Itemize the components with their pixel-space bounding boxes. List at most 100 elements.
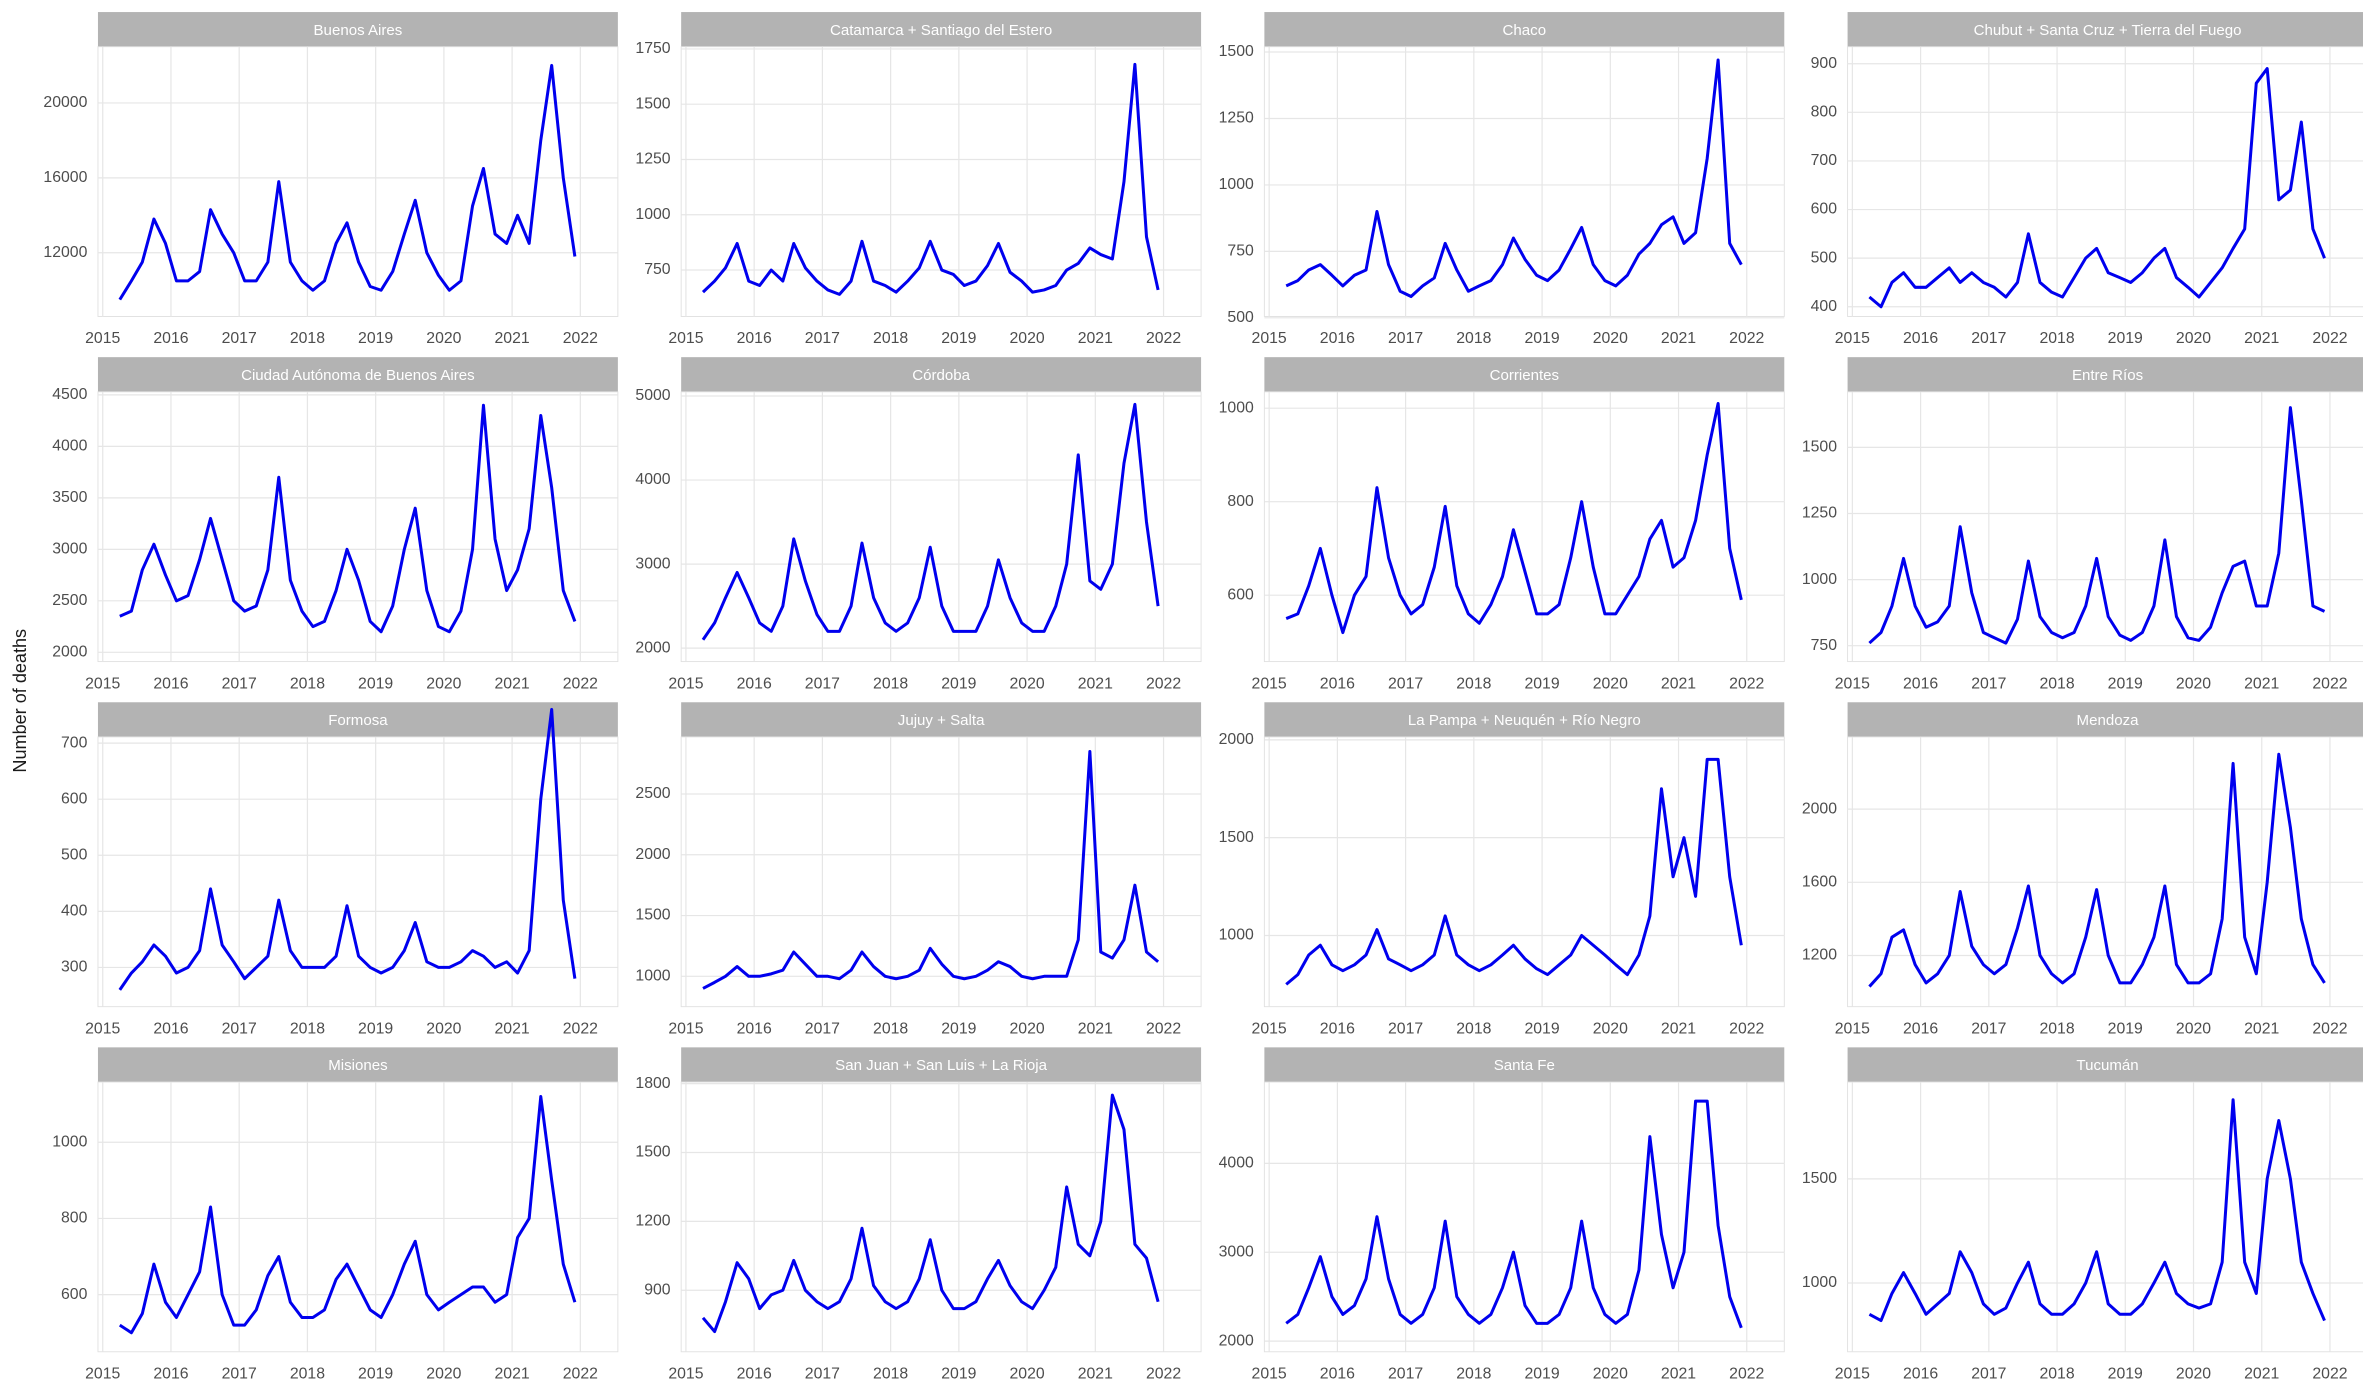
x-tick-label: 2015 <box>668 330 703 347</box>
x-tick-label: 2022 <box>1729 675 1764 692</box>
y-tick-label: 4000 <box>52 438 87 455</box>
x-tick-label: 2022 <box>1729 330 1764 347</box>
x-tick-label: 2016 <box>737 1020 772 1037</box>
x-tick-label: 2015 <box>1835 330 1870 347</box>
x-tick-label: 2016 <box>153 1020 188 1037</box>
x-tick-label: 2022 <box>2312 1366 2347 1383</box>
panel-border <box>1263 46 1785 317</box>
panel-border <box>1847 736 2363 1008</box>
y-tick-label: 750 <box>1227 243 1254 260</box>
x-tick-label: 2018 <box>1456 1020 1491 1037</box>
x-tick-label: 2020 <box>1009 1020 1044 1037</box>
x-tick-label: 2018 <box>1456 675 1491 692</box>
x-tick-label: 2016 <box>153 675 188 692</box>
x-tick-label: 2018 <box>873 330 908 347</box>
strip-title: Buenos Aires <box>314 22 403 39</box>
x-tick-label: 2022 <box>1146 675 1181 692</box>
y-tick-label: 1200 <box>1802 947 1837 964</box>
strip <box>1264 12 1785 47</box>
x-tick-label: 2017 <box>222 330 257 347</box>
data-line <box>119 403 577 634</box>
x-tick-label: 2015 <box>1835 1020 1870 1037</box>
x-tick-label: 2017 <box>1388 675 1423 692</box>
x-tick-label: 2019 <box>2108 330 2143 347</box>
panel-border <box>97 736 619 1008</box>
panel-border <box>97 1081 619 1353</box>
y-tick-label: 1500 <box>635 1144 670 1161</box>
x-tick-label: 2022 <box>1146 330 1181 347</box>
x-tick-label: 2017 <box>222 675 257 692</box>
x-tick-label: 2020 <box>2176 1020 2211 1037</box>
x-tick-label: 2020 <box>426 675 461 692</box>
x-tick-label: 2018 <box>2039 1020 2074 1037</box>
y-tick-label: 800 <box>1227 493 1254 510</box>
x-tick-label: 2021 <box>1078 1020 1113 1037</box>
x-tick-label: 2020 <box>1593 330 1628 347</box>
y-tick-label: 600 <box>61 1286 88 1303</box>
x-tick-label: 2015 <box>1252 330 1287 347</box>
x-tick-label: 2018 <box>290 330 325 347</box>
plot-area: Number of deaths Buenos Aires 2015 2016 201… <box>10 12 2363 1383</box>
x-tick-label: 2021 <box>1661 1020 1696 1037</box>
x-tick-label: 2017 <box>805 1020 840 1037</box>
panel-border <box>1847 1081 2363 1353</box>
strip <box>681 702 1202 737</box>
y-tick-label: 1500 <box>1219 829 1254 846</box>
x-tick-label: 2018 <box>1456 330 1491 347</box>
y-tick-label: 1200 <box>635 1213 670 1230</box>
x-tick-label: 2017 <box>805 330 840 347</box>
x-tick-label: 2022 <box>563 675 598 692</box>
x-tick-label: 2021 <box>495 330 530 347</box>
x-tick-label: 2019 <box>1524 675 1559 692</box>
y-tick-label: 20000 <box>43 94 87 111</box>
y-tick-label: 5000 <box>635 387 670 404</box>
x-tick-label: 2022 <box>1729 1020 1764 1037</box>
x-tick-label: 2016 <box>737 330 772 347</box>
y-tick-label: 800 <box>61 1210 88 1227</box>
x-tick-label: 2021 <box>1078 1366 1113 1383</box>
strip-title: Tucumán <box>2076 1057 2138 1074</box>
x-tick-label: 2016 <box>1320 675 1355 692</box>
y-tick-label: 2000 <box>635 846 670 863</box>
x-tick-label: 2020 <box>1593 1366 1628 1383</box>
data-line <box>1868 406 2326 645</box>
y-tick-label: 1000 <box>1219 927 1254 944</box>
y-tick-label: 3000 <box>635 555 670 572</box>
x-tick-label: 2021 <box>1661 1366 1696 1383</box>
x-tick-label: 2016 <box>1320 1366 1355 1383</box>
panel-border <box>1263 736 1785 1008</box>
x-tick-label: 2019 <box>358 330 393 347</box>
x-tick-label: 2017 <box>805 675 840 692</box>
x-tick-label: 2019 <box>1524 330 1559 347</box>
y-tick-label: 1500 <box>635 907 670 924</box>
data-line <box>702 750 1160 990</box>
x-tick-label: 2021 <box>1078 675 1113 692</box>
x-tick-label: 2016 <box>737 1366 772 1383</box>
strip <box>97 702 618 737</box>
x-tick-label: 2015 <box>1252 1020 1287 1037</box>
strip <box>1264 357 1785 392</box>
strip <box>1847 12 2363 47</box>
y-tick-label: 3500 <box>52 489 87 506</box>
strip <box>1264 702 1785 737</box>
x-tick-label: 2016 <box>1320 330 1355 347</box>
x-tick-label: 2016 <box>1903 1020 1938 1037</box>
y-tick-label: 3000 <box>1219 1243 1254 1260</box>
y-tick-label: 1500 <box>1219 43 1254 60</box>
data-line <box>1285 757 1743 986</box>
x-tick-label: 2018 <box>873 1366 908 1383</box>
data-line <box>1868 67 2326 309</box>
panel-border <box>97 391 619 663</box>
x-tick-label: 2015 <box>1835 675 1870 692</box>
strip <box>1264 1047 1785 1083</box>
strip-title: Corrientes <box>1490 367 1559 384</box>
x-tick-label: 2021 <box>2244 1020 2279 1037</box>
x-tick-label: 2022 <box>563 1366 598 1383</box>
x-tick-label: 2017 <box>1971 330 2006 347</box>
y-axis-title: Number of deaths <box>10 629 30 773</box>
y-tick-label: 1000 <box>635 967 670 984</box>
x-tick-label: 2020 <box>426 330 461 347</box>
strip-title: San Juan + San Luis + La Rioja <box>835 1057 1047 1074</box>
x-tick-label: 2022 <box>1729 1366 1764 1383</box>
x-tick-label: 2020 <box>426 1020 461 1037</box>
